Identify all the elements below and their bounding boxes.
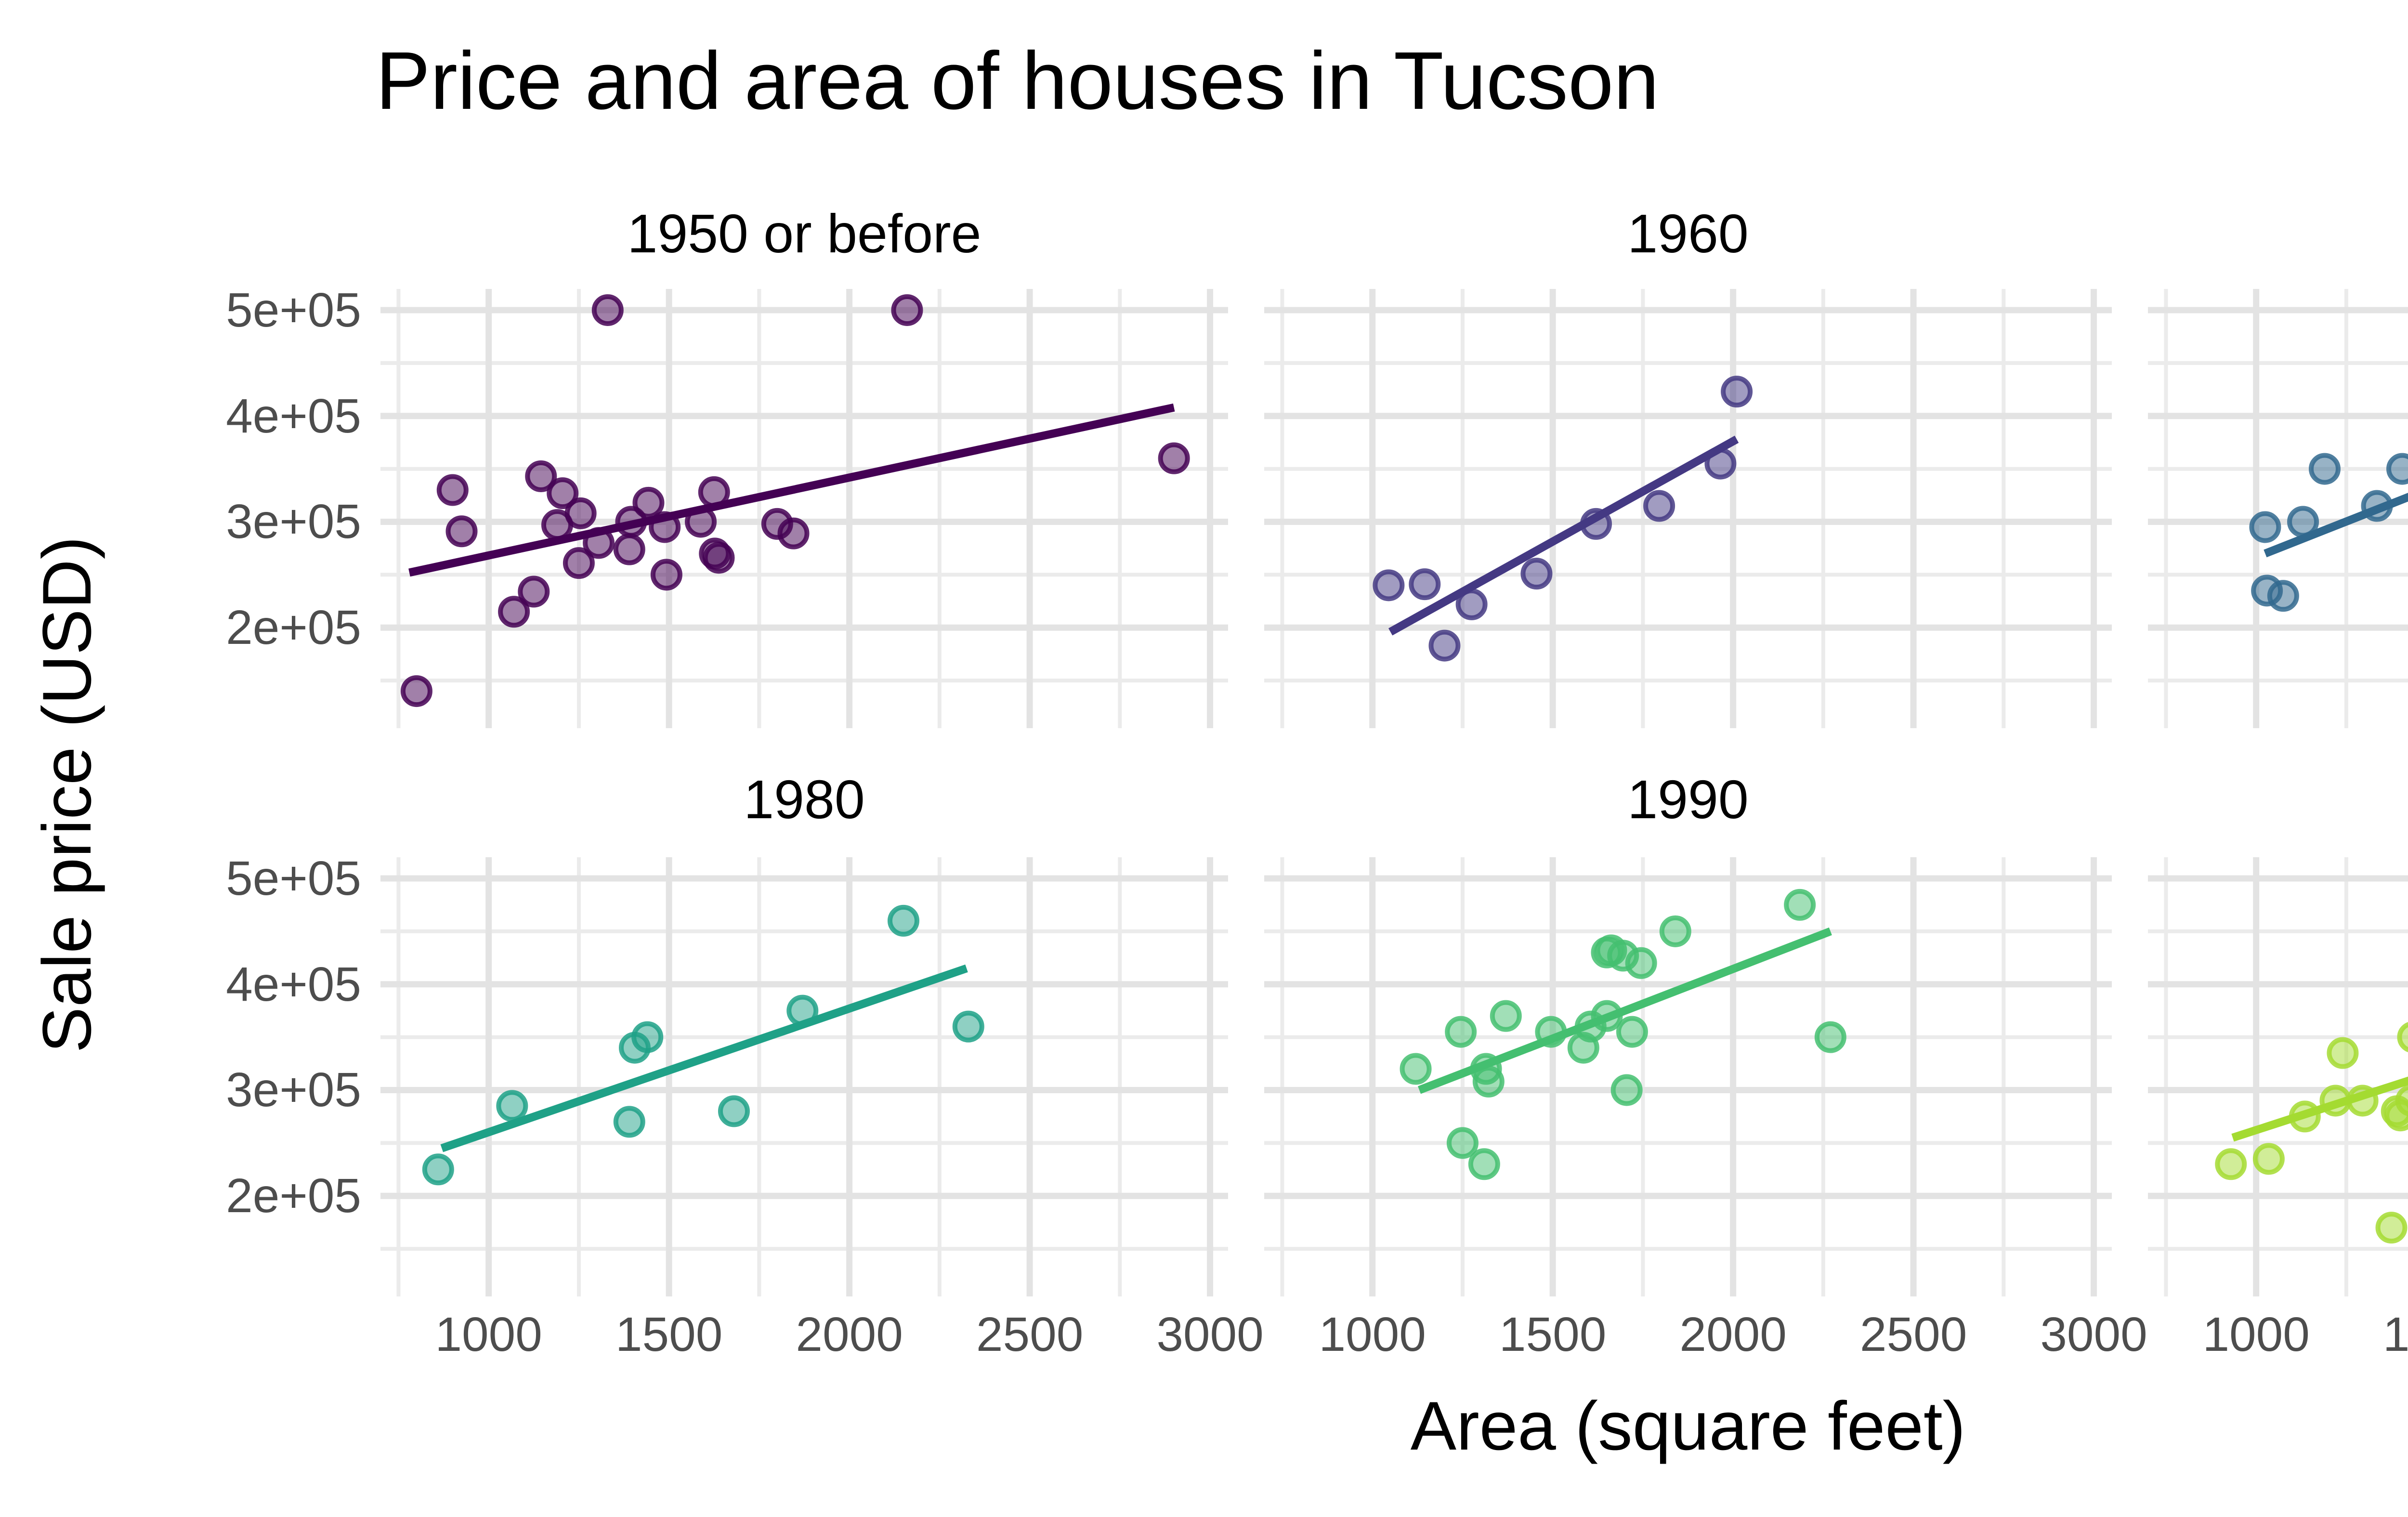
facet-strip-label: 2000 or after [2148,763,2408,836]
scatter-point [2252,1143,2285,1175]
facet-panel [1264,289,2112,728]
facet-strip-label: 1960 [1627,203,1749,264]
x-tick-label: 2500 [1859,1308,1967,1361]
y-tick-label: 4e+05 [226,957,361,1011]
scatter-point [703,542,735,574]
x-tick-label: 1000 [1319,1308,1426,1361]
scatter-point [613,1106,645,1138]
x-tick-label: 1000 [435,1308,542,1361]
scatter-point [718,1095,750,1127]
scatter-point [436,474,469,506]
scatter-point [1814,1021,1846,1053]
scatter-point [1428,629,1461,662]
facet-strip-label: 1950 or before [627,203,982,264]
x-tick-label: 1500 [1499,1308,1607,1361]
scatter-point [564,497,597,529]
scatter-point [1373,569,1405,602]
scatter-point [2267,580,2299,612]
scatter-point [891,294,923,326]
x-tick-label: 2000 [1679,1308,1787,1361]
scatter-point [547,477,579,510]
scatter-point [1784,889,1816,921]
scatter-point [1520,558,1553,590]
x-tick-label: 1000 [2202,1308,2310,1361]
scatter-point [1643,490,1675,522]
scatter-point [2215,1148,2247,1180]
scatter-point [1445,1016,1477,1048]
scatter-point [1610,1074,1643,1106]
scatter-point [1625,947,1657,979]
scatter-point [1490,1000,1522,1032]
scatter-point [1659,915,1691,947]
scatter-point [631,1021,664,1053]
scatter-point [1409,568,1441,601]
facet-panel [2148,289,2408,728]
trend-line [2264,493,2408,558]
scatter-point [887,904,919,937]
scatter-point [2375,1212,2408,1244]
scatter-point [563,547,595,579]
y-tick-label: 2e+05 [226,601,361,655]
scatter-point [613,533,645,565]
scatter-point [2386,453,2408,485]
y-tick-label: 2e+05 [226,1169,361,1223]
scatter-point [591,294,624,326]
facet-strip-label: 1980 [744,769,865,830]
scatter-point [1446,1127,1479,1159]
y-tick-label: 5e+05 [226,851,361,905]
scatter-point [1158,442,1190,474]
facet-strip-label: 1970 [2148,197,2408,270]
x-tick-label: 3000 [1156,1308,1264,1361]
scatter-point [2327,1037,2359,1069]
y-tick-label: 3e+05 [226,1063,361,1117]
facet-panel [2148,857,2408,1296]
scatter-point [525,460,557,492]
facet-strip-label: 1990 [1627,769,1749,830]
scatter-point [1721,376,1753,408]
scatter-point [952,1010,984,1043]
scatter-point [498,596,530,628]
scatter-point [1468,1148,1500,1180]
x-tick-label: 1500 [2382,1308,2408,1361]
chart-title: Price and area of houses in Tucson [376,35,1659,127]
scatter-point [1400,1053,1432,1085]
y-tick-label: 3e+05 [226,495,361,549]
facet-panel [1264,857,2112,1296]
facet-panel [380,857,1228,1296]
trend-line [440,964,968,1152]
x-tick-label: 1500 [615,1308,723,1361]
trend-line [1388,435,1739,636]
x-tick-label: 3000 [2040,1308,2147,1361]
facet-panel [380,289,1228,728]
trend-line [408,403,1175,577]
scatter-point [496,1090,528,1122]
trend-line [1417,927,1832,1094]
scatter-point [400,675,432,707]
trend-line [2231,1076,2408,1142]
scatter-point [1616,1016,1648,1048]
x-axis-title: Area (square feet) [1410,1388,1966,1465]
scatter-point [2249,511,2281,543]
y-tick-label: 4e+05 [226,389,361,443]
scatter-point [422,1153,454,1186]
scatter-point [2308,453,2341,485]
scatter-point [445,515,478,548]
scatter-point [1472,1065,1505,1098]
scatter-point [518,575,550,608]
scatter-point [650,559,682,591]
x-tick-label: 2500 [976,1308,1084,1361]
scatter-point [2395,1085,2408,1116]
scatter-point [2397,1022,2408,1052]
y-tick-label: 5e+05 [226,283,361,337]
scatter-point [632,486,665,519]
x-tick-label: 2000 [796,1308,903,1361]
scatter-point [777,517,810,549]
